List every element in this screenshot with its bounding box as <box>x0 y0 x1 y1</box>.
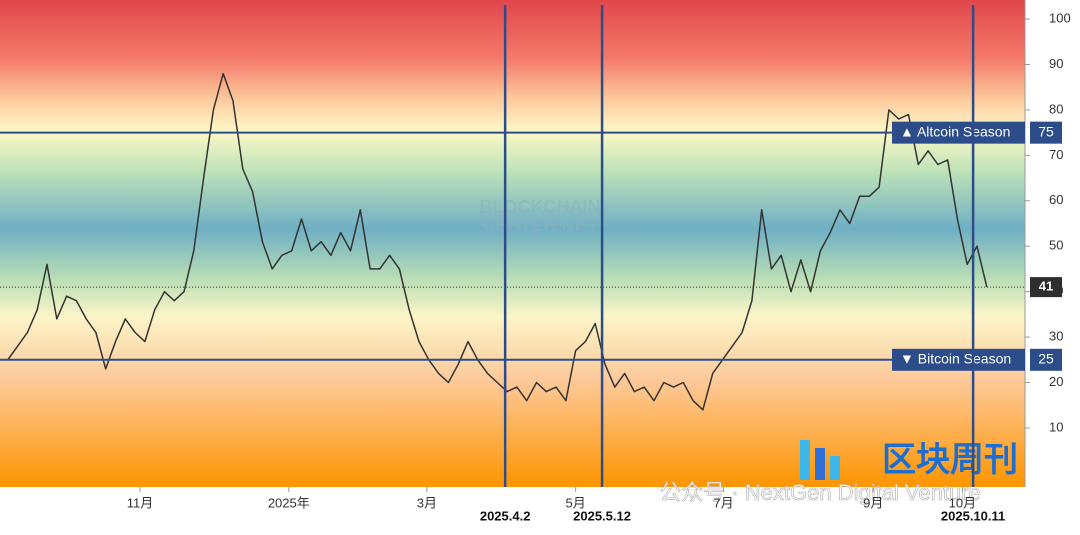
reference-label: ▼ Bitcoin Season <box>900 351 1011 367</box>
x-tick-label: 3月 <box>417 495 437 510</box>
reference-value: 25 <box>1038 351 1054 367</box>
reference-value: 75 <box>1038 123 1054 139</box>
y-tick-label: 60 <box>1049 192 1063 207</box>
reference-value-box <box>1030 348 1062 371</box>
logo-bar <box>800 440 810 480</box>
x-tick-label: 5月 <box>566 495 586 510</box>
current-value-box <box>1030 277 1062 298</box>
watermark-text: CENTER.NET <box>482 215 597 235</box>
reference-label-box <box>892 348 1025 371</box>
index-line <box>7 72 988 411</box>
event-label: 2025.10.11 <box>941 508 1005 523</box>
y-tick-label: 70 <box>1049 147 1063 162</box>
account-text: 公众号 · NextGen Digital Venture <box>659 480 981 505</box>
watermark-text: BLOCKCHAIN <box>480 197 601 217</box>
x-tick-label: 10月 <box>949 495 976 510</box>
current-value-label: 41 <box>1039 279 1053 294</box>
reference-value-box <box>1030 121 1062 144</box>
event-label: 2025.5.12 <box>573 508 631 523</box>
logo-bar <box>815 448 825 480</box>
y-tick-label: 30 <box>1049 329 1063 344</box>
logo-text: 区块周刊 <box>882 441 1018 479</box>
plot-background <box>0 0 1025 487</box>
y-tick-label: 50 <box>1049 238 1063 253</box>
reference-label: ▲ Altcoin Season <box>900 123 1010 139</box>
reference-label-box <box>892 121 1025 144</box>
x-tick-label: 9月 <box>863 495 883 510</box>
x-tick-label: 2025年 <box>268 495 310 510</box>
y-tick-label: 90 <box>1049 56 1063 71</box>
y-tick-label: 100 <box>1049 11 1071 26</box>
watermark: BLOCKCHAIN CENTER.NET <box>480 197 601 235</box>
x-tick-label: 7月 <box>713 495 733 510</box>
logo-bar <box>830 456 840 480</box>
event-label: 2025.4.2 <box>480 508 531 523</box>
x-tick-label: 11月 <box>127 495 154 510</box>
y-tick-label: 80 <box>1049 101 1063 116</box>
y-tick-label: 20 <box>1049 374 1063 389</box>
y-tick-label: 10 <box>1049 419 1063 434</box>
logo <box>800 440 840 480</box>
